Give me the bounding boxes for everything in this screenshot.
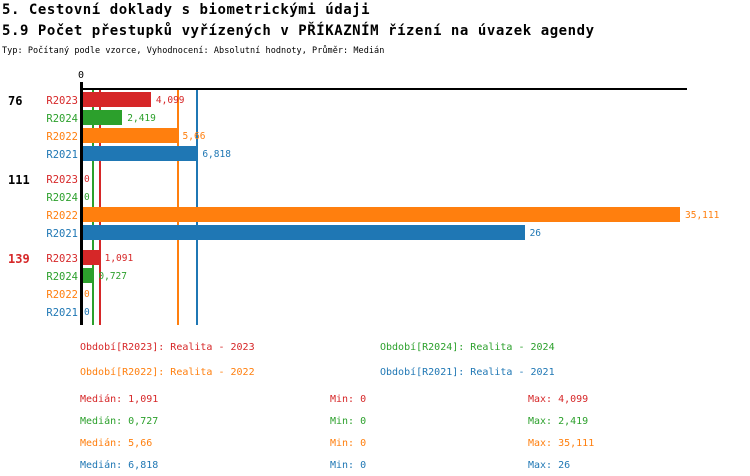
value-label-111-R2023: 0	[84, 174, 90, 185]
legend-item-R2022: Období[R2022]: Realita - 2022	[80, 367, 255, 378]
series-label-76-R2024: R2024	[46, 113, 78, 125]
bar-139-R2023	[83, 250, 100, 265]
stat-median-R2023: Medián: 1,091	[80, 394, 159, 405]
bar-76-R2023	[83, 92, 151, 107]
value-label-139-R2024: 0,727	[98, 271, 127, 282]
value-label-111-R2021: 26	[529, 228, 542, 239]
value-label-76-R2024: 2,419	[127, 113, 156, 124]
legend-item-R2021: Období[R2021]: Realita - 2021	[380, 367, 555, 378]
group-label-76: 76	[8, 94, 23, 108]
indicator-subtitle: Typ: Počítaný podle vzorce, Vyhodnocení:…	[2, 46, 385, 56]
axis-line-x	[81, 88, 687, 90]
stat-min-R2023: Min: 0	[330, 394, 367, 405]
bar-111-R2022	[83, 207, 680, 222]
series-label-139-R2022: R2022	[46, 289, 78, 301]
stat-max-R2023: Max: 4,099	[528, 394, 589, 405]
series-label-76-R2022: R2022	[46, 131, 78, 143]
bar-139-R2024	[83, 268, 94, 283]
median-line-R2024	[92, 88, 95, 325]
group-label-139: 139	[8, 252, 30, 266]
legend-item-R2023: Období[R2023]: Realita - 2023	[80, 342, 255, 353]
legend-item-R2024: Období[R2024]: Realita - 2024	[380, 342, 555, 353]
value-label-139-R2021: 0	[84, 307, 90, 318]
group-label-111: 111	[8, 173, 30, 187]
value-label-76-R2022: 5,66	[182, 131, 206, 142]
median-line-R2021	[196, 88, 199, 325]
indicator-title: 5.9 Počet přestupků vyřízených v PŘÍKAZN…	[2, 23, 595, 39]
value-label-76-R2021: 6,818	[202, 149, 231, 160]
series-label-111-R2024: R2024	[46, 192, 78, 204]
bar-76-R2021	[83, 146, 198, 161]
stat-max-R2024: Max: 2,419	[528, 416, 589, 427]
report-title: 5. Cestovní doklady s biometrickými údaj…	[2, 2, 371, 18]
series-label-139-R2021: R2021	[46, 307, 78, 319]
series-label-76-R2021: R2021	[46, 149, 78, 161]
value-label-111-R2022: 35,111	[685, 210, 720, 221]
series-label-76-R2023: R2023	[46, 95, 78, 107]
bar-76-R2022	[83, 128, 178, 143]
axis-tick-zero: 0	[77, 70, 85, 81]
median-line-R2022	[176, 88, 179, 325]
series-label-111-R2022: R2022	[46, 210, 78, 222]
stat-median-R2024: Medián: 0,727	[80, 416, 159, 427]
stat-median-R2022: Medián: 5,66	[80, 438, 153, 449]
stat-max-R2021: Max: 26	[528, 460, 571, 471]
value-label-76-R2023: 4,099	[155, 95, 185, 106]
stat-max-R2022: Max: 35,111	[528, 438, 595, 449]
value-label-111-R2024: 0	[84, 192, 90, 203]
stat-min-R2024: Min: 0	[330, 416, 367, 427]
median-line-R2023	[98, 88, 101, 325]
value-label-139-R2022: 0	[84, 289, 90, 300]
series-label-111-R2023: R2023	[46, 174, 78, 186]
bar-76-R2024	[83, 110, 123, 125]
series-label-139-R2023: R2023	[46, 253, 78, 265]
series-label-139-R2024: R2024	[46, 271, 78, 283]
stat-min-R2022: Min: 0	[330, 438, 367, 449]
bar-111-R2021	[83, 225, 525, 240]
value-label-139-R2023: 1,091	[104, 253, 134, 264]
series-label-111-R2021: R2021	[46, 228, 78, 240]
axis-line-y	[80, 82, 83, 325]
stat-median-R2021: Medián: 6,818	[80, 460, 159, 471]
stat-min-R2021: Min: 0	[330, 460, 367, 471]
